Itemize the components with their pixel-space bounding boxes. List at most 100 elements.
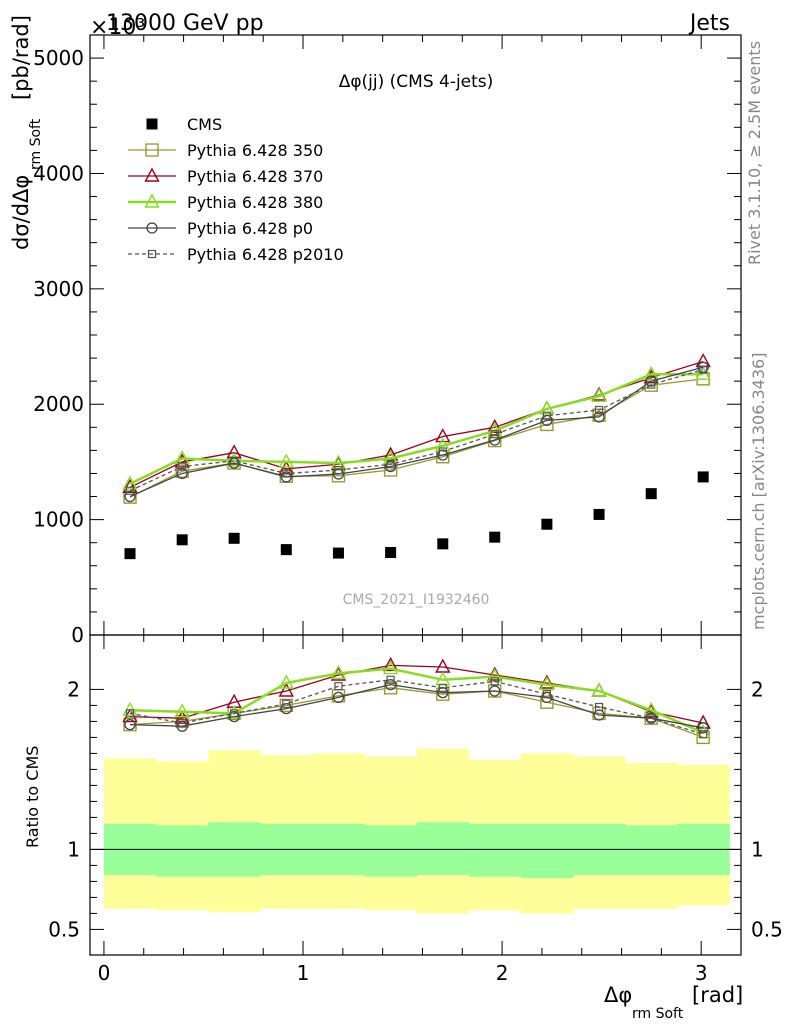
ratio-point-pythia-6-428-380 (278, 674, 294, 689)
uncertainty-band-inner (156, 825, 209, 877)
point-pythia-6-428-380 (330, 454, 347, 469)
rivet-label: Rivet 3.1.10, ≥ 2.5M events (745, 41, 764, 265)
series-line-pythia-6-428-370 (129, 360, 704, 488)
x-tick-label: 0 (98, 961, 111, 985)
ratio-point-pythia-6-428-p0 (437, 686, 449, 699)
mcplots-label: mcplots.cern.ch [arXiv:1306.3436] (749, 353, 768, 630)
legend-label-pythia-6-428-380: Pythia 6.428 380 (187, 193, 323, 212)
ratio-point-pythia-6-428-350 (383, 681, 398, 695)
point-pythia-6-428-p2010 (178, 462, 187, 471)
point-pythia-6-428-350 (592, 408, 606, 422)
legend-label-pythia-6-428-p0: Pythia 6.428 p0 (187, 219, 313, 238)
point-pythia-6-428-370 (382, 446, 399, 461)
ratio-point-pythia-6-428-p2010 (542, 690, 551, 699)
ratio-point-pythia-6-428-p2010 (230, 709, 239, 718)
point-pythia-6-428-380 (487, 422, 503, 437)
main-ylabel: dσ/dΔφ rm Soft [pb/rad] (9, 15, 44, 250)
point-pythia-6-428-p2010 (334, 465, 343, 475)
ratio-point-pythia-6-428-370 (382, 656, 399, 672)
y-tick-label: 3000 (33, 277, 84, 301)
ratio-point-pythia-6-428-380 (539, 676, 555, 691)
main-ylabel-unit: [pb/rad] (9, 15, 33, 100)
watermark: CMS_2021_I1932460 (343, 592, 490, 608)
point-pythia-6-428-p0 (384, 460, 397, 473)
legend-marker-pythia-6-428-p2010 (147, 249, 157, 259)
ratio-y-tick-label: 0.5 (48, 917, 80, 941)
xlabel: Δφ rm Soft [rad] (604, 983, 743, 1022)
x-tick-label: 3 (695, 961, 708, 985)
point-pythia-6-428-p0 (437, 449, 449, 461)
ratio-point-pythia-6-428-p2010 (490, 677, 499, 686)
point-pythia-6-428-p2010 (125, 486, 135, 495)
legend-marker-pythia-6-428-380 (144, 193, 160, 208)
ratio-point-pythia-6-428-p2010 (647, 714, 656, 723)
ratio-y-tick-label-right: 1 (751, 837, 764, 861)
point-pythia-6-428-370 (435, 428, 451, 443)
series-line-pythia-6-428-350 (129, 378, 704, 498)
ratio-point-pythia-6-428-p2010 (282, 699, 291, 708)
ratio-point-pythia-6-428-380 (382, 660, 399, 675)
point-cms (489, 531, 501, 543)
point-pythia-6-428-370 (487, 418, 503, 434)
ratio-point-pythia-6-428-370 (539, 674, 555, 689)
point-cms (332, 547, 344, 559)
point-cms (176, 534, 188, 546)
ratio-point-pythia-6-428-p2010 (178, 718, 187, 728)
ratio-point-pythia-6-428-350 (540, 695, 554, 709)
point-pythia-6-428-p0 (645, 375, 657, 387)
ratio-point-pythia-6-428-350 (279, 698, 293, 713)
ratio-line-pythia-6-428-p0 (129, 683, 704, 729)
y-tick-label: 5000 (33, 46, 84, 70)
point-pythia-6-428-p0 (541, 414, 553, 427)
point-cms (124, 548, 136, 560)
xlabel-unit: [rad] (692, 983, 743, 1007)
ratio-line-pythia-6-428-380 (129, 667, 704, 734)
series-line-pythia-6-428-p2010 (129, 368, 704, 492)
ratio-point-pythia-6-428-370 (487, 666, 503, 681)
point-cms (437, 538, 449, 550)
ratio-point-pythia-6-428-p2010 (699, 730, 708, 739)
ratio-y-tick-label: 2 (67, 677, 80, 701)
main-title: Δφ(jj) (CMS 4-jets) (339, 72, 494, 92)
ratio-y-tick-label-right: 2 (751, 677, 764, 701)
legend: CMS Pythia 6.428 350 Pythia 6.428 370 Pythi… (128, 115, 344, 264)
ratio-point-pythia-6-428-p2010 (125, 709, 135, 718)
point-pythia-6-428-370 (226, 444, 242, 459)
point-pythia-6-428-p0 (332, 468, 345, 480)
point-pythia-6-428-380 (278, 453, 294, 468)
y-tick-label: 1000 (33, 508, 84, 532)
ratio-point-pythia-6-428-380 (122, 701, 138, 716)
point-cms (541, 518, 553, 530)
ratio-ylabel: Ratio to CMS (23, 746, 42, 848)
point-cms (645, 488, 657, 500)
ratio-point-pythia-6-428-p0 (280, 702, 292, 715)
ratio-point-pythia-6-428-p0 (697, 722, 709, 734)
ratio-point-pythia-6-428-370 (695, 714, 711, 729)
ratio-point-pythia-6-428-p2010 (438, 683, 447, 692)
point-pythia-6-428-p0 (176, 467, 188, 480)
point-pythia-6-428-p0 (280, 471, 292, 483)
legend-marker-pythia-6-428-p0 (146, 222, 158, 234)
main-ylabel-text: dσ/dΔφ (9, 175, 33, 250)
point-pythia-6-428-p2010 (230, 456, 239, 465)
legend-label-pythia-6-428-350: Pythia 6.428 350 (187, 141, 323, 160)
point-pythia-6-428-380 (643, 365, 659, 380)
ratio-point-pythia-6-428-p2010 (334, 682, 343, 691)
point-pythia-6-428-p2010 (647, 380, 656, 389)
point-pythia-6-428-p0 (228, 457, 240, 469)
ratio-point-pythia-6-428-p0 (124, 718, 136, 731)
main-panel-marks (122, 353, 711, 560)
point-cms (697, 471, 709, 483)
uncertainty-band-inner (468, 823, 522, 877)
point-pythia-6-428-p0 (593, 411, 605, 423)
legend-marker-cms (146, 118, 158, 130)
ratio-point-pythia-6-428-370 (278, 682, 294, 697)
point-pythia-6-428-p2010 (490, 430, 499, 439)
exponent-label: ×10³ (90, 15, 145, 40)
point-cms (280, 544, 292, 556)
y-tick-label: 2000 (33, 392, 84, 416)
legend-marker-pythia-6-428-350 (145, 143, 159, 157)
ratio-point-pythia-6-428-380 (591, 682, 607, 697)
legend-label-pythia-6-428-370: Pythia 6.428 370 (187, 167, 323, 186)
